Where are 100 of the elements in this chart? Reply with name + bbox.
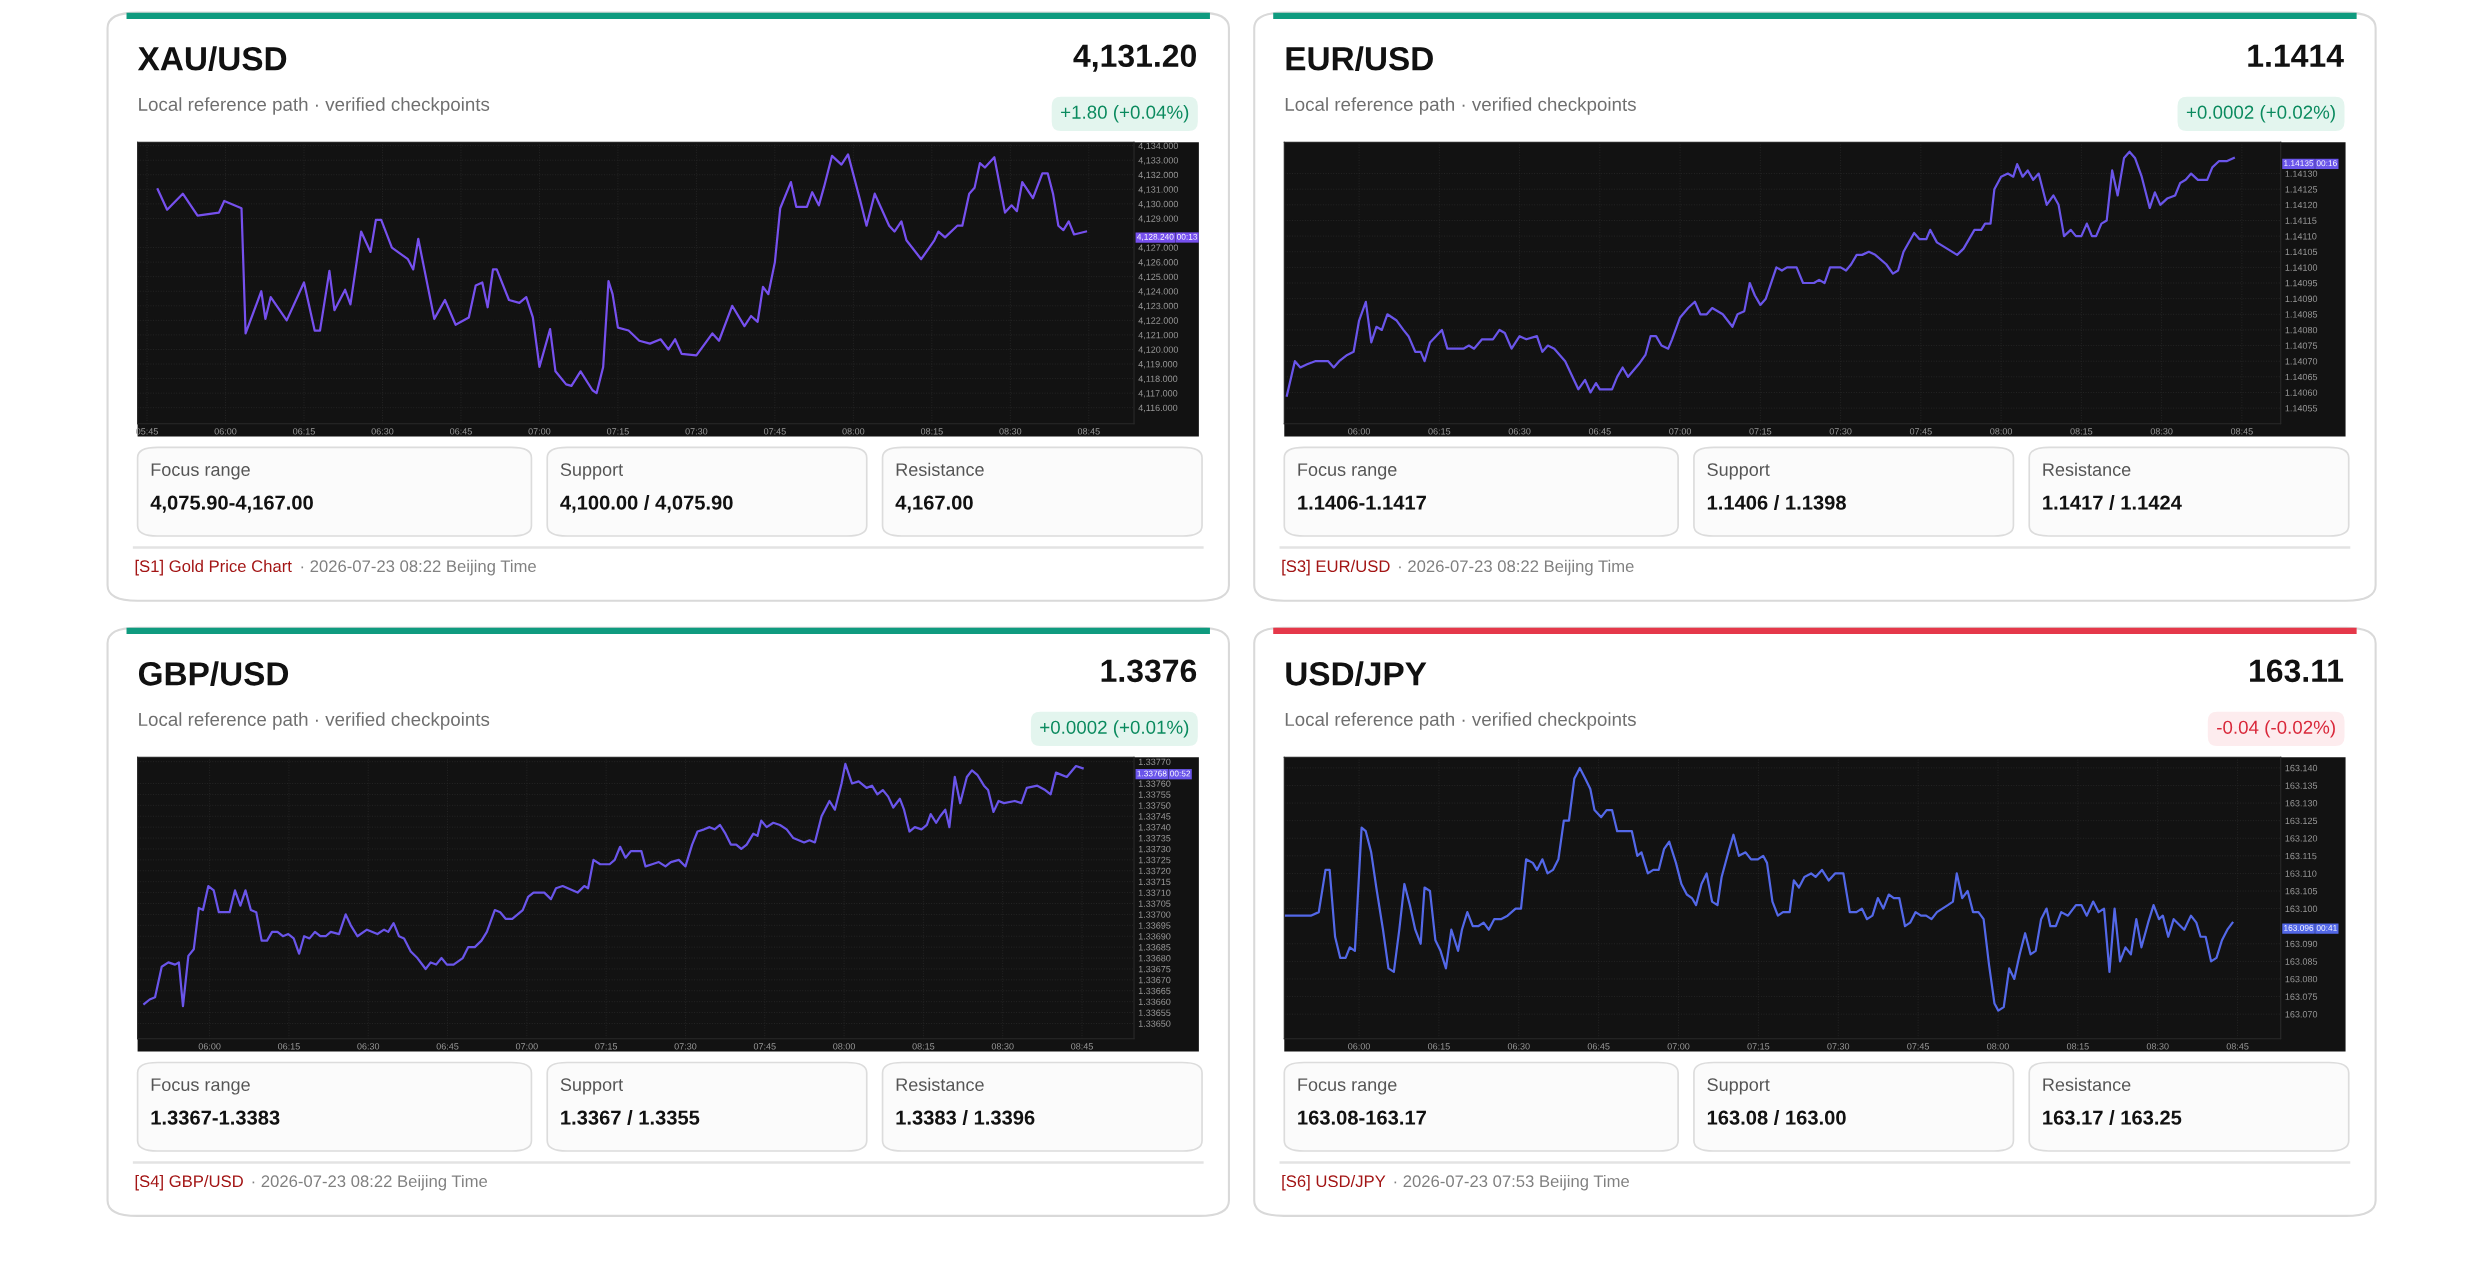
chart-title: XAU/USD <box>137 46 287 71</box>
x-tick-label: 07:00 <box>515 1043 538 1050</box>
y-tick-label: 4,119.000 <box>1138 361 1178 369</box>
y-tick-label: 163.140 <box>2285 764 2318 772</box>
text: 4,100.00 / 4,075.90 <box>560 494 733 513</box>
y-tick-label: 163.130 <box>2285 800 2318 807</box>
y-tick-label: 1.33745 <box>1138 813 1171 820</box>
text: Focus range <box>151 463 250 480</box>
text: 4,128.240 00:13 <box>1137 233 1198 241</box>
x-tick-label: 08:30 <box>991 1043 1014 1050</box>
y-tick-label: 4,118.000 <box>1138 375 1178 384</box>
y-tick-label: 1.33695 <box>1138 922 1171 929</box>
x-tick-label: 06:30 <box>371 428 394 435</box>
text: Resistance <box>896 462 984 477</box>
x-tick-label: 06:15 <box>277 1043 300 1050</box>
text: [S6] USD/JPY <box>1282 1174 1386 1191</box>
x-tick-label: 06:30 <box>357 1043 380 1050</box>
y-tick-label: 1.14120 <box>2285 201 2318 209</box>
text: 1.3376 <box>1101 659 1197 683</box>
y-tick-label: 1.33675 <box>1138 965 1171 973</box>
chart-subtitle: Local reference path · verified checkpoints <box>1285 712 1636 730</box>
y-tick-label: 1.33735 <box>1138 835 1171 842</box>
chart-subtitle: Local reference path · verified checkpoints <box>139 712 490 730</box>
x-tick-label: 07:15 <box>606 428 629 435</box>
y-tick-label: 163.100 <box>2285 905 2318 912</box>
y-tick-label: 4,126.000 <box>1138 259 1179 267</box>
text: 1.33768 00:52 <box>1137 770 1191 777</box>
x-tick-label: 07:45 <box>763 428 786 435</box>
y-tick-label: 1.14095 <box>2285 279 2318 287</box>
y-tick-label: 1.33740 <box>1138 824 1171 831</box>
y-tick-label: 1.14055 <box>2285 405 2318 412</box>
x-tick-label: 06:15 <box>293 428 315 435</box>
x-tick-label: 08:15 <box>2066 1043 2089 1050</box>
x-tick-label: 07:45 <box>1909 428 1932 435</box>
text: Resistance <box>2043 462 2131 477</box>
x-tick-label: 08:00 <box>833 1043 856 1050</box>
y-tick-label: 1.14085 <box>2285 311 2318 318</box>
text: 1.3367 / 1.3355 <box>561 1110 700 1126</box>
y-tick-label: 4,125.000 <box>1138 273 1179 282</box>
y-tick-label: 1.33715 <box>1138 878 1171 886</box>
x-tick-label: 07:30 <box>1829 428 1852 435</box>
x-tick-label: 08:45 <box>2226 1043 2249 1050</box>
x-tick-label: 08:30 <box>999 428 1022 435</box>
y-tick-label: 1.33665 <box>1138 987 1171 995</box>
y-tick-label: 1.33680 <box>1138 955 1171 962</box>
y-tick-label: 163.105 <box>2285 887 2318 895</box>
x-tick-label: 08:00 <box>1987 1043 2009 1050</box>
y-tick-label: 1.33760 <box>1138 780 1171 787</box>
text: -0.04 (-0.02%) <box>2217 720 2335 738</box>
text: Support <box>560 463 623 480</box>
text: 1.1406-1.1417 <box>1298 495 1426 510</box>
text: 163.11 <box>2250 659 2344 683</box>
y-tick-label: 1.14105 <box>2285 248 2318 256</box>
x-tick-label: 06:45 <box>450 428 472 435</box>
y-tick-label: 1.14075 <box>2285 342 2318 349</box>
y-tick-label: 4,120.000 <box>1138 346 1179 354</box>
chart-subtitle: Local reference path · verified checkpoints <box>139 97 490 115</box>
y-tick-label: 1.33730 <box>1138 845 1171 853</box>
y-tick-label: 1.14115 <box>2285 217 2317 224</box>
text: · 2026-07-23 08:22 Beijing Time <box>1399 559 1634 576</box>
y-tick-label: 1.33770 <box>1138 758 1171 766</box>
x-tick-label: 08:15 <box>2070 428 2093 435</box>
y-tick-label: 163.090 <box>2285 940 2318 948</box>
y-tick-label: 1.33700 <box>1138 911 1171 918</box>
line-series <box>1285 150 2235 397</box>
y-tick-label: 4,129.000 <box>1138 215 1179 223</box>
x-tick-label: 07:45 <box>1907 1043 1930 1050</box>
text: Support <box>560 1078 623 1095</box>
y-tick-label: 1.14070 <box>2285 358 2318 365</box>
y-tick-label: 1.14065 <box>2285 373 2318 381</box>
x-tick-label: 08:15 <box>912 1043 935 1050</box>
x-tick-label: 08:15 <box>920 428 943 435</box>
text: 1.14135 00:16 <box>2284 160 2337 167</box>
text: +0.0002 (+0.02%) <box>2186 105 2335 123</box>
y-tick-label: 4,131.000 <box>1138 186 1179 194</box>
text: · 2026-07-23 08:22 Beijing Time <box>301 559 536 576</box>
x-tick-label: 06:00 <box>214 428 237 435</box>
line-series <box>1284 766 2234 1012</box>
y-tick-label: 1.33660 <box>1138 998 1171 1006</box>
y-tick-label: 4,132.000 <box>1138 171 1179 180</box>
chart-title: GBP/USD <box>138 661 289 686</box>
x-tick-label: 06:00 <box>1348 428 1371 435</box>
y-tick-label: 1.14130 <box>2285 170 2318 177</box>
y-tick-label: 163.085 <box>2285 958 2318 965</box>
y-tick-label: 1.33750 <box>1138 802 1171 809</box>
text: 1.1406 / 1.1398 <box>1707 494 1846 510</box>
text: [S1] Gold Price Chart <box>135 559 292 576</box>
y-tick-label: 163.115 <box>2285 852 2317 860</box>
y-tick-label: 163.075 <box>2285 993 2318 1000</box>
text: 1.3367-1.3383 <box>151 1110 280 1125</box>
text: · 2026-07-23 08:22 Beijing Time <box>252 1174 488 1191</box>
y-tick-label: 1.33705 <box>1138 900 1171 907</box>
y-tick-label: 163.110 <box>2285 870 2317 877</box>
x-tick-label: 08:30 <box>2150 428 2173 435</box>
text: +1.80 (+0.04%) <box>1061 105 1189 123</box>
y-tick-label: 1.14060 <box>2285 389 2318 396</box>
y-tick-label: 163.070 <box>2285 1011 2318 1018</box>
y-tick-label: 1.33690 <box>1138 933 1171 940</box>
y-tick-label: 1.33655 <box>1138 1009 1171 1016</box>
x-tick-label: 08:00 <box>1990 428 2013 435</box>
